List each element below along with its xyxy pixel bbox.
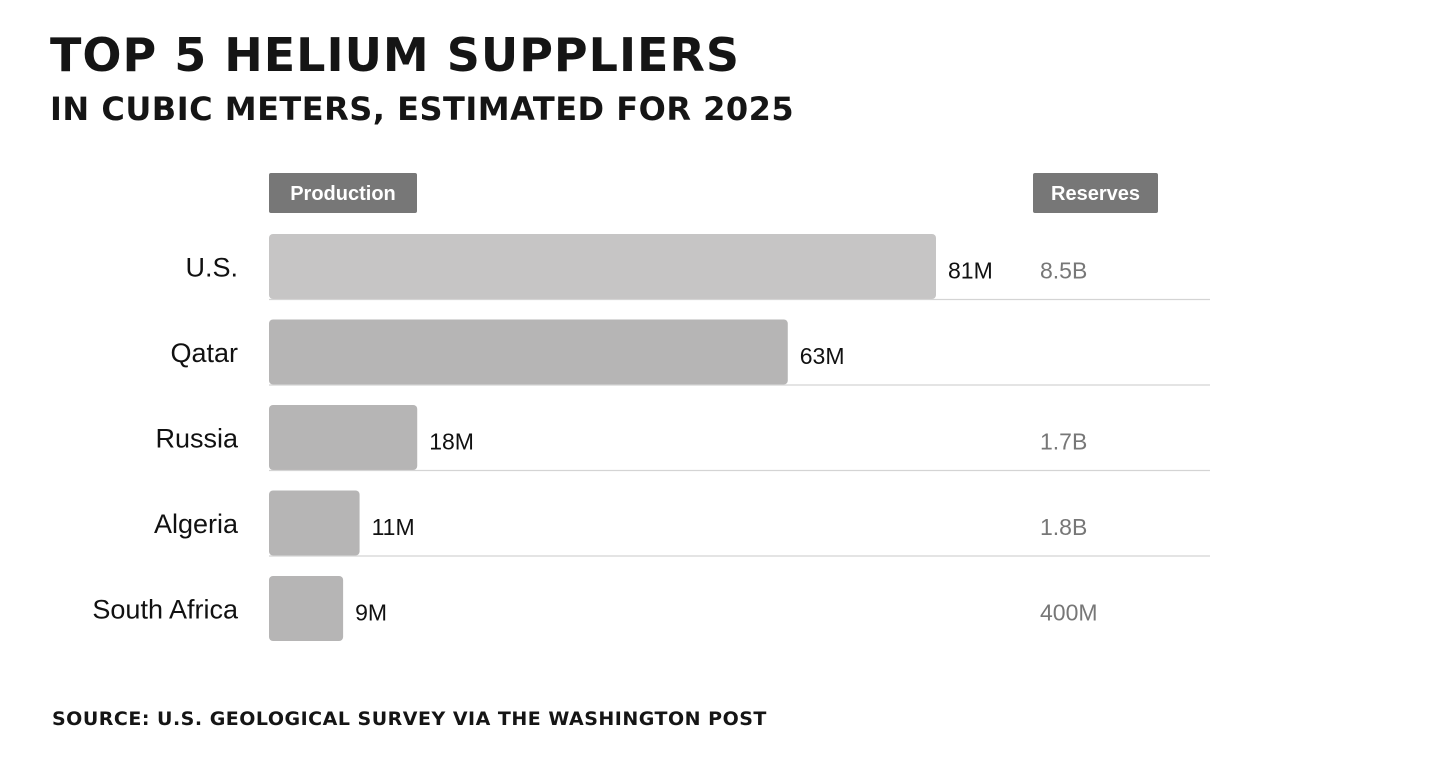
reserves-header-bg [1033,173,1158,213]
reserves-value-label: 8.5B [1040,258,1087,284]
production-bar [269,234,936,299]
production-bar [269,490,360,556]
category-label: Algeria [154,509,239,539]
reserves-value-label: 400M [1040,600,1098,626]
category-label: Qatar [170,338,238,368]
chart-title: TOP 5 HELIUM SUPPLIERS [50,28,741,82]
production-bar [269,576,344,641]
chart-subtitle: IN CUBIC METERS, ESTIMATED FOR 2025 [50,90,795,128]
reserves-value-label: 1.8B [1040,514,1087,540]
production-header-bg [269,173,417,213]
production-bar [269,405,418,470]
production-value-label: 81M [948,258,993,284]
reserves-header: Reserves [1051,183,1140,205]
category-label: U.S. [185,253,238,283]
production-value-label: 63M [800,343,845,369]
production-bar [269,319,788,385]
category-label: Russia [155,424,239,454]
production-value-label: 18M [429,429,474,455]
reserves-value-label: 1.7B [1040,429,1087,455]
source-note: SOURCE: U.S. GEOLOGICAL SURVEY VIA THE W… [52,708,767,730]
category-label: South Africa [92,595,239,625]
production-value-label: 11M [372,514,415,540]
production-header: Production [290,183,396,205]
production-value-label: 9M [355,600,387,626]
